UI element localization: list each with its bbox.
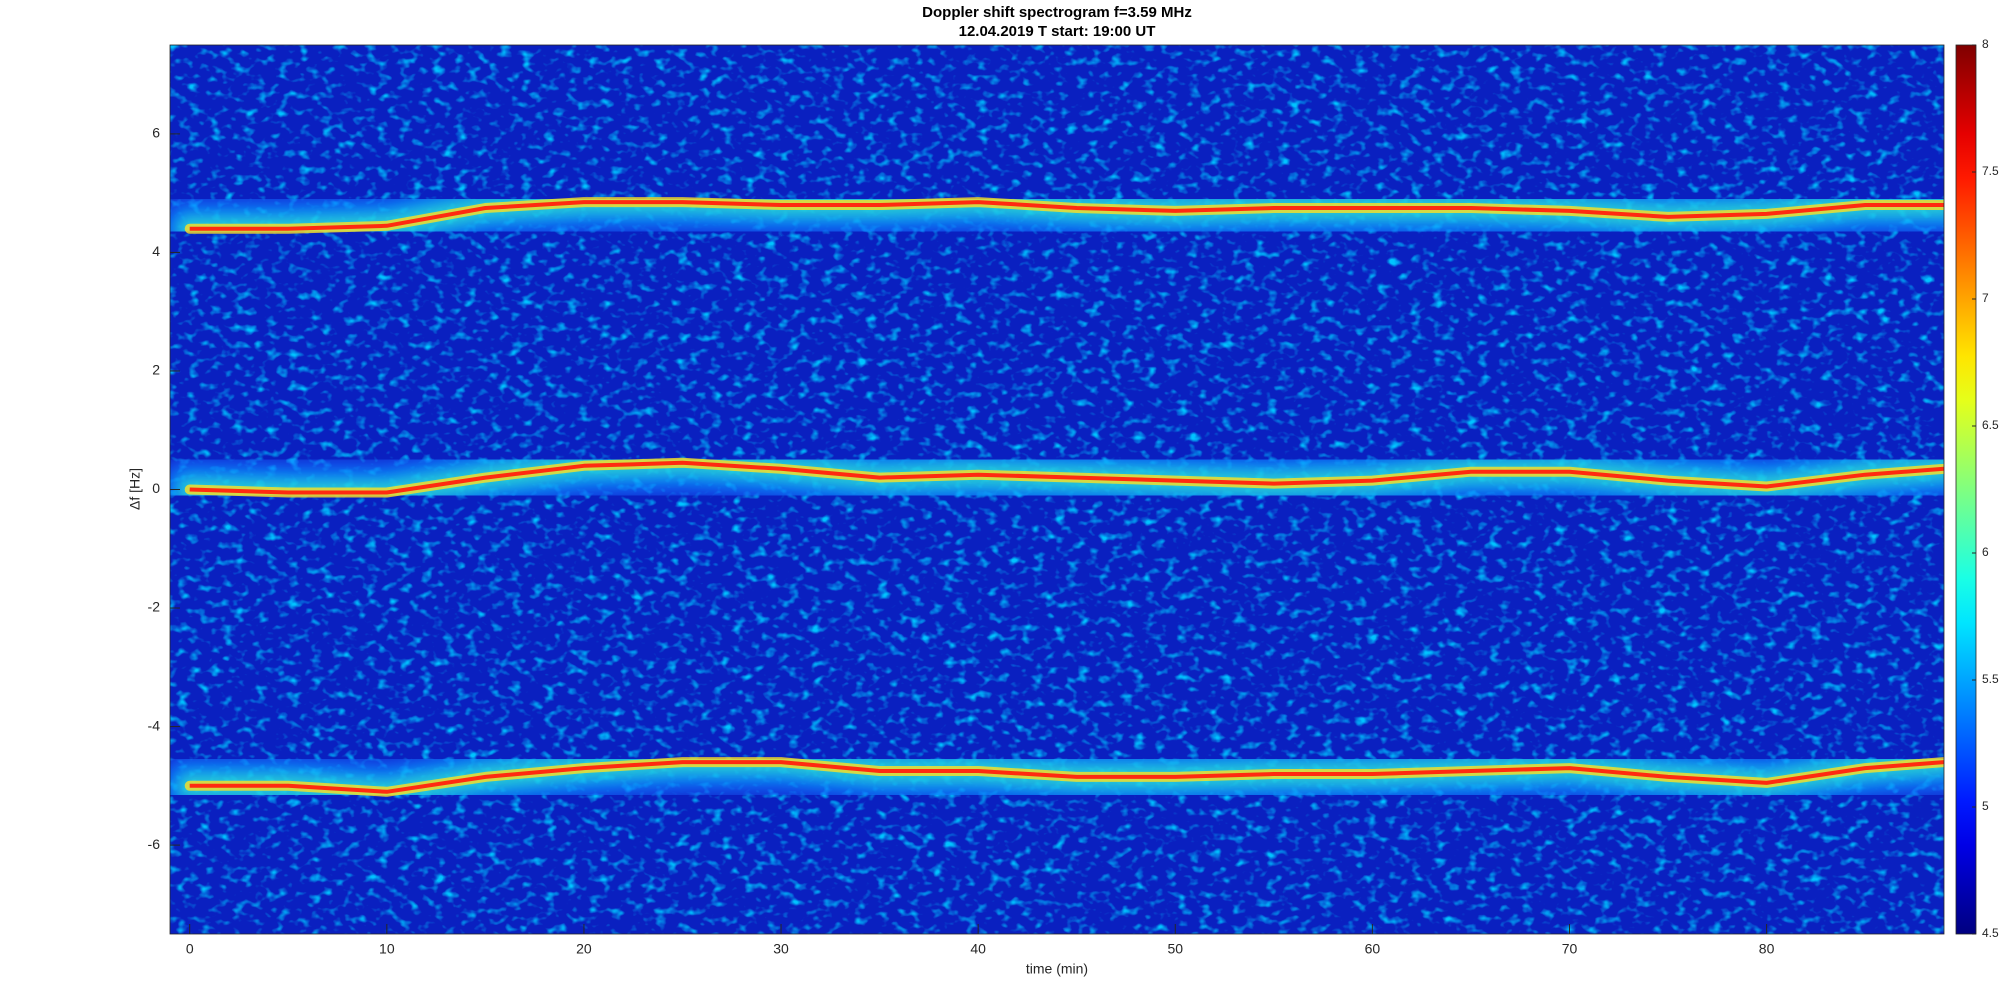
y-tick-label: 0 xyxy=(152,480,160,496)
y-tick-label: -6 xyxy=(148,836,161,852)
chart-title: Doppler shift spectrogram f=3.59 MHz xyxy=(922,4,1192,21)
colorbar-tick-label: 7 xyxy=(1982,291,1989,305)
ridge-line xyxy=(189,200,1944,231)
ridge-line xyxy=(189,460,1944,495)
colorbar-tick-label: 5.5 xyxy=(1982,672,1999,686)
plot-area xyxy=(170,45,1944,934)
y-tick-label: 2 xyxy=(152,362,160,378)
ridge-line xyxy=(189,760,1944,794)
chart-subtitle: 12.04.2019 T start: 19:00 UT xyxy=(959,23,1156,40)
x-tick-label: 60 xyxy=(1365,941,1381,957)
y-axis-label: Δf [Hz] xyxy=(127,468,143,510)
x-tick-label: 10 xyxy=(379,941,395,957)
y-tick-label: -4 xyxy=(148,717,161,733)
x-tick-label: 70 xyxy=(1562,941,1578,957)
colorbar-tick-label: 8 xyxy=(1982,37,1989,51)
y-tick-label: 4 xyxy=(152,243,160,259)
colorbar-tick-label: 6 xyxy=(1982,545,1989,559)
x-tick-label: 40 xyxy=(970,941,986,957)
x-tick-label: 50 xyxy=(1167,941,1183,957)
colorbar-tick-label: 7.5 xyxy=(1982,164,1999,178)
colorbar-tick-label: 6.5 xyxy=(1982,418,1999,432)
x-axis-label: time (min) xyxy=(1026,961,1088,977)
y-tick-label: 6 xyxy=(152,125,160,141)
x-tick-label: 0 xyxy=(186,941,194,957)
x-tick-label: 80 xyxy=(1759,941,1775,957)
x-tick-label: 30 xyxy=(773,941,789,957)
colorbar xyxy=(1955,44,1977,935)
colorbar-tick-label: 4.5 xyxy=(1982,926,1999,940)
colorbar-tick-label: 5 xyxy=(1982,799,1989,813)
x-tick-label: 20 xyxy=(576,941,592,957)
y-tick-label: -2 xyxy=(148,599,161,615)
